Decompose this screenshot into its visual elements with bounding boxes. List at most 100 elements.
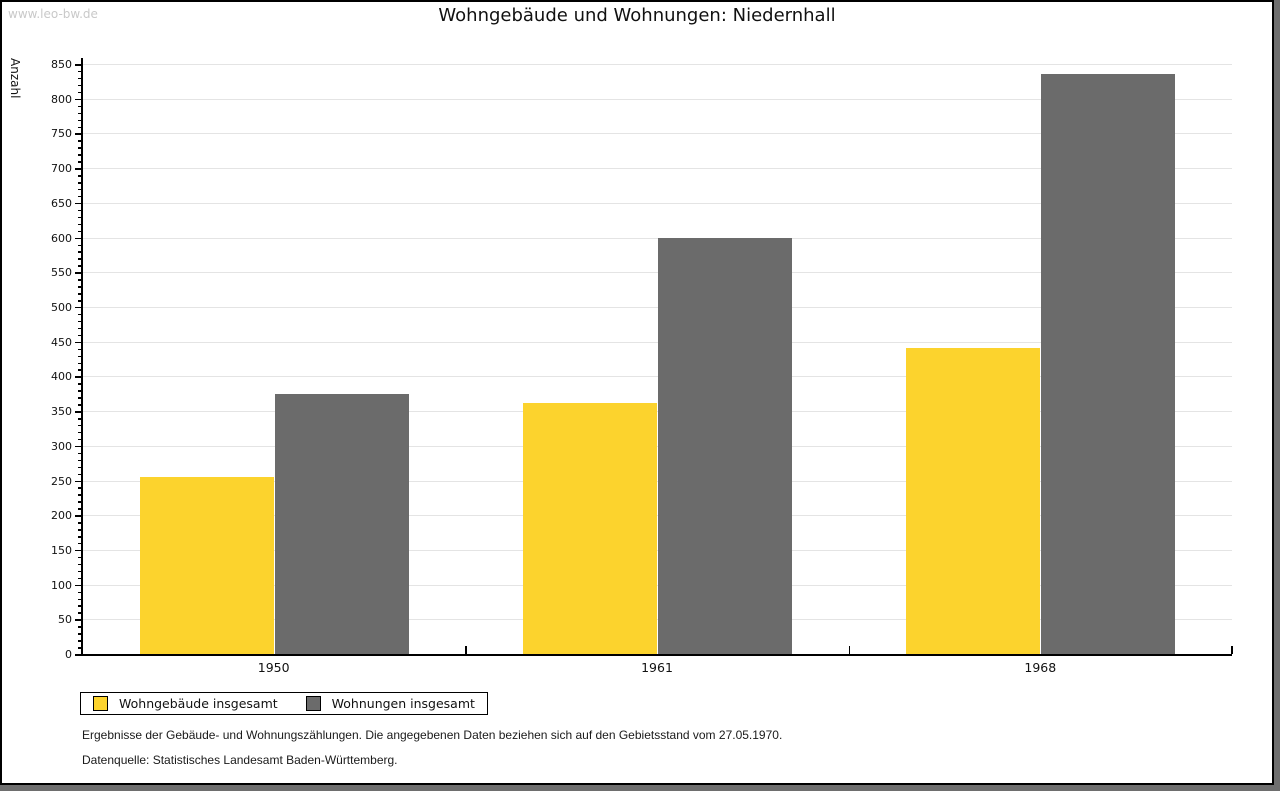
category-divider-2: [848, 646, 851, 654]
y-minor-tick-60: [78, 612, 82, 614]
gridline-200: [83, 515, 1232, 517]
y-tick-label-50: 50: [58, 613, 72, 627]
y-minor-tick-490: [78, 313, 82, 316]
y-major-tick-250: [75, 480, 82, 482]
y-major-tick-0: [75, 654, 82, 656]
y-minor-tick-780: [78, 112, 82, 115]
y-minor-tick-840: [78, 70, 82, 73]
y-minor-tick-480: [78, 320, 82, 323]
y-minor-tick-190: [78, 522, 82, 524]
y-minor-tick-180: [78, 529, 82, 531]
y-minor-tick-40: [78, 626, 82, 628]
y-minor-tick-570: [78, 258, 82, 260]
y-major-tick-500: [75, 306, 82, 309]
y-minor-tick-510: [78, 300, 82, 302]
y-tick-label-150: 150: [51, 543, 72, 557]
y-minor-tick-710: [78, 161, 82, 163]
y-minor-tick-610: [78, 230, 82, 233]
y-minor-tick-660: [78, 195, 82, 198]
y-major-tick-150: [75, 549, 82, 552]
y-minor-tick-630: [78, 216, 82, 219]
bar-wohngebäude-1968: [906, 347, 1041, 654]
gridline-500: [83, 306, 1232, 308]
y-minor-tick-410: [78, 369, 82, 371]
y-minor-tick-70: [78, 605, 82, 607]
y-minor-tick-820: [78, 84, 82, 87]
y-axis-line: [81, 58, 83, 656]
legend-swatch-wohnungen: [305, 696, 321, 711]
y-major-tick-850: [75, 64, 82, 66]
y-minor-tick-680: [78, 182, 82, 184]
gridline-150: [83, 549, 1232, 551]
y-major-tick-450: [75, 341, 82, 344]
y-minor-tick-310: [78, 438, 82, 441]
y-minor-tick-760: [78, 126, 82, 128]
y-minor-tick-590: [78, 244, 82, 246]
gridline-50: [83, 619, 1232, 621]
y-minor-tick-520: [78, 293, 82, 295]
y-major-tick-600: [75, 237, 82, 239]
footnote-source: Datenquelle: Statistisches Landesamt Bad…: [82, 753, 398, 767]
y-minor-tick-830: [78, 77, 82, 80]
y-minor-tick-390: [78, 383, 82, 385]
gridline-600: [83, 237, 1232, 239]
x-tick-label-1961: 1961: [641, 660, 673, 675]
y-minor-tick-470: [78, 327, 82, 330]
y-minor-tick-90: [78, 591, 82, 593]
y-major-tick-300: [75, 445, 82, 448]
y-minor-tick-530: [78, 286, 82, 288]
gridline-250: [83, 480, 1232, 482]
gridline-350: [83, 411, 1232, 413]
y-minor-tick-20: [78, 640, 82, 642]
gridline-700: [83, 168, 1232, 170]
y-tick-label-350: 350: [51, 405, 72, 419]
y-minor-tick-430: [78, 355, 82, 357]
y-minor-tick-330: [78, 424, 82, 427]
y-minor-tick-270: [78, 466, 82, 469]
y-minor-tick-580: [78, 251, 82, 253]
y-minor-tick-790: [78, 105, 82, 108]
y-tick-label-500: 500: [51, 300, 72, 314]
y-minor-tick-170: [78, 536, 82, 538]
y-major-tick-50: [75, 619, 82, 621]
y-major-tick-650: [75, 202, 82, 205]
y-minor-tick-140: [78, 556, 82, 559]
y-tick-label-450: 450: [51, 335, 72, 349]
y-minor-tick-380: [78, 390, 82, 392]
y-minor-tick-210: [78, 508, 82, 510]
y-tick-label-650: 650: [51, 196, 72, 210]
gridline-100: [83, 584, 1232, 586]
y-minor-tick-670: [78, 188, 82, 191]
bar-wohngebäude-1961: [523, 402, 657, 654]
y-tick-label-400: 400: [51, 370, 72, 384]
y-minor-tick-340: [78, 418, 82, 420]
gridline-450: [83, 341, 1232, 343]
legend-item-wohngebaeude: Wohngebäude insgesamt: [93, 696, 278, 711]
bar-wohnungen-1968: [1041, 74, 1176, 654]
x-axis-end-tick: [1231, 646, 1233, 654]
bar-wohngebäude-1950: [139, 477, 274, 654]
y-tick-label-0: 0: [65, 648, 72, 661]
y-minor-tick-220: [78, 501, 82, 503]
y-minor-tick-280: [78, 459, 82, 462]
gridline-300: [83, 445, 1232, 447]
y-minor-tick-80: [78, 598, 82, 600]
y-minor-tick-420: [78, 362, 82, 364]
y-tick-label-200: 200: [51, 509, 72, 523]
y-minor-tick-640: [78, 209, 82, 212]
gridline-550: [83, 272, 1232, 274]
x-tick-label-1968: 1968: [1024, 660, 1057, 675]
bar-wohnungen-1961: [658, 237, 792, 654]
y-minor-tick-110: [78, 577, 82, 580]
gridline-750: [83, 133, 1232, 135]
x-axis-line: [81, 654, 1232, 656]
y-minor-tick-440: [78, 348, 82, 351]
y-minor-tick-160: [78, 542, 82, 545]
y-major-tick-800: [75, 98, 82, 101]
y-minor-tick-730: [78, 147, 82, 149]
gridline-800: [83, 98, 1232, 100]
y-minor-tick-130: [78, 563, 82, 566]
footnote-census: Ergebnisse der Gebäude- und Wohnungszähl…: [82, 728, 783, 742]
